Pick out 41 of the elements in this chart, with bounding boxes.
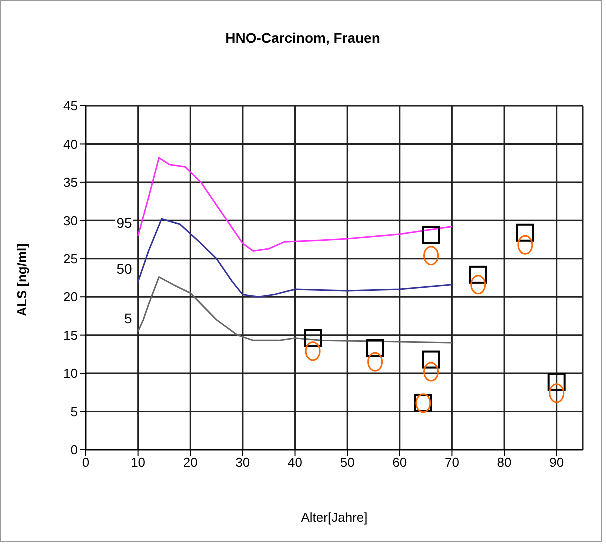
- point: [516, 224, 534, 242]
- x-tick-label: 30: [236, 455, 250, 470]
- x-tick-label: 0: [82, 455, 90, 470]
- point: [305, 342, 321, 362]
- x-tick-label: 70: [444, 455, 460, 470]
- point: [424, 246, 440, 266]
- y-tick-label: 15: [64, 328, 78, 343]
- line-series: [138, 157, 453, 252]
- x-axis-title: Alter[Jahre]: [300, 510, 369, 525]
- x-tick-label: 10: [131, 455, 146, 470]
- y-tick-label: 45: [64, 98, 78, 114]
- series-label: 50: [116, 260, 133, 277]
- y-tick-label: 25: [64, 252, 78, 267]
- line-series: [138, 218, 453, 298]
- x-tick-label: 90: [550, 455, 564, 470]
- y-tick-label: 10: [64, 366, 78, 382]
- point: [366, 339, 384, 358]
- series-label: 5: [124, 310, 133, 327]
- point: [548, 372, 566, 391]
- x-tick-label: 60: [392, 455, 408, 470]
- x-tick-label: 80: [497, 455, 512, 470]
- point: [469, 266, 488, 284]
- point: [518, 235, 534, 255]
- y-axis-title: ALS [ng/ml]: [14, 244, 30, 316]
- x-tick-label: 20: [183, 455, 198, 470]
- y-tick-label: 30: [64, 213, 78, 228]
- x-tick-label: 50: [340, 455, 355, 470]
- y-tick-label: 35: [64, 175, 78, 190]
- y-tick-label: 20: [64, 290, 78, 305]
- point: [470, 275, 486, 295]
- y-tick-label: 0: [70, 442, 78, 458]
- point: [304, 329, 322, 348]
- point: [368, 352, 384, 372]
- y-tick-label: 5: [70, 404, 78, 420]
- point: [549, 384, 565, 404]
- point: [422, 350, 440, 369]
- point: [422, 226, 440, 244]
- chart-title: HNO-Carcinom, Frauen: [224, 30, 382, 46]
- y-tick-label: 40: [64, 136, 78, 152]
- point: [424, 362, 440, 382]
- x-tick-label: 40: [288, 455, 302, 470]
